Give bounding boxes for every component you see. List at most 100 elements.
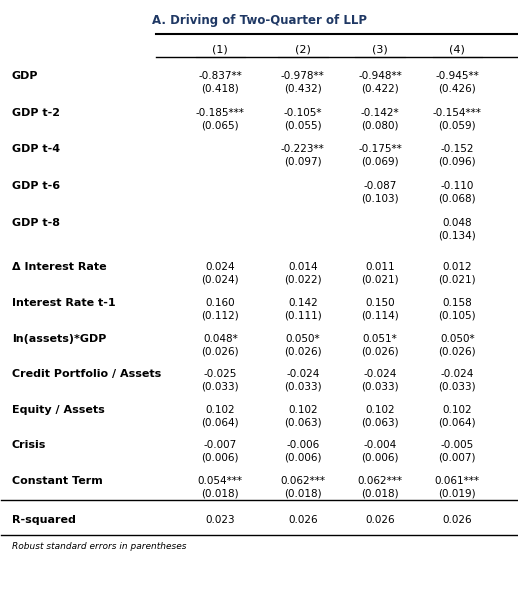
Text: -0.006: -0.006 — [286, 440, 320, 451]
Text: (0.018): (0.018) — [361, 489, 399, 498]
Text: (0.432): (0.432) — [284, 83, 322, 93]
Text: (0.426): (0.426) — [438, 83, 476, 93]
Text: -0.110: -0.110 — [441, 181, 474, 191]
Text: (0.065): (0.065) — [202, 120, 239, 130]
Text: Interest Rate t-1: Interest Rate t-1 — [12, 298, 116, 308]
Text: ln(assets)*GDP: ln(assets)*GDP — [12, 334, 106, 343]
Text: GDP t-6: GDP t-6 — [12, 181, 60, 191]
Text: -0.142*: -0.142* — [361, 107, 399, 117]
Text: (0.033): (0.033) — [284, 381, 322, 392]
Text: Credit Portfolio / Assets: Credit Portfolio / Assets — [12, 369, 161, 379]
Text: 0.026: 0.026 — [288, 514, 318, 524]
Text: (0.024): (0.024) — [202, 275, 239, 285]
Text: (0.033): (0.033) — [439, 381, 476, 392]
Text: (0.055): (0.055) — [284, 120, 322, 130]
Text: 0.160: 0.160 — [206, 298, 235, 308]
Text: 0.050*: 0.050* — [440, 334, 474, 343]
Text: (0.114): (0.114) — [361, 311, 399, 321]
Text: -0.948**: -0.948** — [358, 71, 402, 81]
Text: -0.005: -0.005 — [441, 440, 474, 451]
Text: -0.004: -0.004 — [364, 440, 397, 451]
Text: GDP t-2: GDP t-2 — [12, 107, 60, 117]
Text: -0.024: -0.024 — [364, 369, 397, 379]
Text: 0.142: 0.142 — [288, 298, 318, 308]
Text: A. Driving of Two-Quarter of LLP: A. Driving of Two-Quarter of LLP — [151, 14, 367, 27]
Text: (0.068): (0.068) — [439, 194, 476, 204]
Text: R-squared: R-squared — [12, 514, 76, 524]
Text: (2): (2) — [295, 44, 311, 54]
Text: (0.064): (0.064) — [202, 417, 239, 427]
Text: -0.978**: -0.978** — [281, 71, 325, 81]
Text: (0.019): (0.019) — [439, 489, 476, 498]
Text: 0.026: 0.026 — [442, 514, 472, 524]
Text: -0.007: -0.007 — [204, 440, 237, 451]
Text: 0.011: 0.011 — [365, 262, 395, 272]
Text: (0.112): (0.112) — [202, 311, 239, 321]
Text: 0.062***: 0.062*** — [357, 476, 402, 486]
Text: GDP t-8: GDP t-8 — [12, 218, 60, 228]
Text: 0.051*: 0.051* — [363, 334, 397, 343]
Text: -0.175**: -0.175** — [358, 144, 402, 154]
Text: (0.097): (0.097) — [284, 157, 322, 167]
Text: GDP t-4: GDP t-4 — [12, 144, 60, 154]
Text: (0.064): (0.064) — [439, 417, 476, 427]
Text: (0.021): (0.021) — [361, 275, 399, 285]
Text: 0.102: 0.102 — [365, 405, 395, 415]
Text: 0.102: 0.102 — [442, 405, 472, 415]
Text: -0.223**: -0.223** — [281, 144, 325, 154]
Text: (0.105): (0.105) — [439, 311, 476, 321]
Text: 0.024: 0.024 — [206, 262, 235, 272]
Text: (0.059): (0.059) — [439, 120, 476, 130]
Text: -0.945**: -0.945** — [436, 71, 479, 81]
Text: (0.096): (0.096) — [439, 157, 476, 167]
Text: 0.048*: 0.048* — [203, 334, 238, 343]
Text: (0.018): (0.018) — [284, 489, 322, 498]
Text: (0.080): (0.080) — [362, 120, 399, 130]
Text: (0.022): (0.022) — [284, 275, 322, 285]
Text: (0.026): (0.026) — [202, 346, 239, 356]
Text: Crisis: Crisis — [12, 440, 46, 451]
Text: (0.006): (0.006) — [362, 453, 399, 463]
Text: -0.152: -0.152 — [441, 144, 474, 154]
Text: -0.185***: -0.185*** — [196, 107, 245, 117]
Text: (0.111): (0.111) — [284, 311, 322, 321]
Text: Robust standard errors in parentheses: Robust standard errors in parentheses — [12, 542, 186, 551]
Text: 0.150: 0.150 — [365, 298, 395, 308]
Text: (3): (3) — [372, 44, 388, 54]
Text: (4): (4) — [450, 44, 465, 54]
Text: GDP: GDP — [12, 71, 38, 81]
Text: (0.006): (0.006) — [284, 453, 322, 463]
Text: (0.063): (0.063) — [284, 417, 322, 427]
Text: 0.061***: 0.061*** — [435, 476, 480, 486]
Text: (0.021): (0.021) — [439, 275, 476, 285]
Text: (0.007): (0.007) — [439, 453, 476, 463]
Text: (0.134): (0.134) — [438, 231, 476, 240]
Text: (1): (1) — [212, 44, 228, 54]
Text: -0.025: -0.025 — [204, 369, 237, 379]
Text: 0.158: 0.158 — [442, 298, 472, 308]
Text: 0.102: 0.102 — [206, 405, 235, 415]
Text: 0.102: 0.102 — [288, 405, 318, 415]
Text: 0.014: 0.014 — [288, 262, 318, 272]
Text: (0.422): (0.422) — [361, 83, 399, 93]
Text: 0.054***: 0.054*** — [198, 476, 243, 486]
Text: (0.418): (0.418) — [202, 83, 239, 93]
Text: -0.154***: -0.154*** — [433, 107, 482, 117]
Text: 0.062***: 0.062*** — [280, 476, 325, 486]
Text: 0.048: 0.048 — [442, 218, 472, 228]
Text: (0.103): (0.103) — [361, 194, 399, 204]
Text: (0.033): (0.033) — [361, 381, 399, 392]
Text: (0.006): (0.006) — [202, 453, 239, 463]
Text: (0.026): (0.026) — [361, 346, 399, 356]
Text: (0.033): (0.033) — [202, 381, 239, 392]
Text: (0.069): (0.069) — [361, 157, 399, 167]
Text: -0.024: -0.024 — [441, 369, 474, 379]
Text: 0.050*: 0.050* — [285, 334, 320, 343]
Text: (0.018): (0.018) — [202, 489, 239, 498]
Text: -0.837**: -0.837** — [198, 71, 242, 81]
Text: (0.026): (0.026) — [439, 346, 476, 356]
Text: Δ Interest Rate: Δ Interest Rate — [12, 262, 106, 272]
Text: Constant Term: Constant Term — [12, 476, 103, 486]
Text: -0.087: -0.087 — [364, 181, 397, 191]
Text: 0.012: 0.012 — [442, 262, 472, 272]
